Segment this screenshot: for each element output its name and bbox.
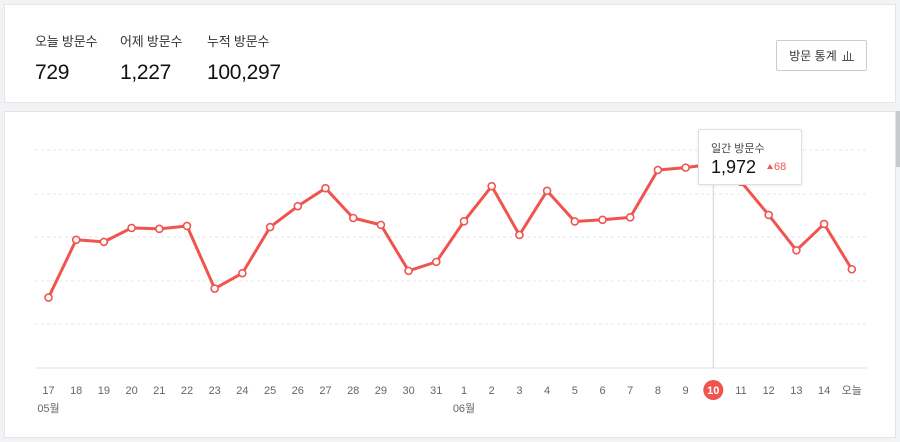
x-tick-label: 8 xyxy=(655,385,661,397)
data-point xyxy=(459,217,469,226)
tooltip-delta: 68 xyxy=(767,161,786,173)
x-tick-label: 21 xyxy=(153,385,165,397)
data-point xyxy=(376,220,386,230)
data-point xyxy=(238,268,247,278)
data-point xyxy=(321,183,330,193)
x-tick-label: 4 xyxy=(544,385,550,397)
yesterday-visits-value: 1,227 xyxy=(120,61,172,84)
data-point xyxy=(764,210,774,220)
data-point xyxy=(847,264,857,274)
data-point xyxy=(431,257,441,267)
bar-chart-icon xyxy=(841,51,854,61)
x-tick-label: 6 xyxy=(599,385,605,397)
tooltip-delta-value: 68 xyxy=(774,161,787,173)
data-point xyxy=(653,165,663,175)
data-point xyxy=(127,223,136,233)
x-tick-label: 3 xyxy=(516,385,522,397)
data-point xyxy=(792,245,801,255)
x-tick-label: 14 xyxy=(818,385,830,397)
x-tick-label: 13 xyxy=(790,385,802,397)
data-point xyxy=(487,181,497,191)
data-point xyxy=(404,266,413,276)
visit-stats-button-label: 방문 통계 xyxy=(789,49,837,63)
data-point xyxy=(570,217,580,226)
data-point xyxy=(71,235,81,245)
x-tick-label: 28 xyxy=(347,385,359,397)
data-point xyxy=(210,284,219,293)
data-point xyxy=(598,215,607,225)
data-point xyxy=(182,221,192,231)
data-point xyxy=(681,163,690,172)
x-tick-label: 11 xyxy=(735,385,746,397)
data-point xyxy=(265,222,275,232)
tooltip-value: 1,972 xyxy=(711,157,757,177)
x-tick-label: 1 xyxy=(461,385,467,397)
x-tick-label: 22 xyxy=(181,385,193,397)
x-tick-label: 9 xyxy=(683,385,689,397)
x-tick-label: 7 xyxy=(627,385,633,397)
today-visits: 오늘 방문수 729 xyxy=(35,31,97,85)
visit-stats-button[interactable]: 방문 통계 xyxy=(776,40,867,71)
data-point xyxy=(348,213,358,223)
x-tick-label: 18 xyxy=(70,385,82,397)
x-tick-label-selected: 10 xyxy=(707,385,719,397)
total-visits-label: 누적 방문수 xyxy=(207,34,270,49)
x-tick-label: 20 xyxy=(125,385,137,397)
data-point xyxy=(293,201,303,211)
daily-visits-tooltip: 일간 방문수 1,972 68 xyxy=(698,129,802,185)
x-tick-label: 오늘 xyxy=(842,384,862,397)
scrollbar-thumb[interactable] xyxy=(896,111,900,167)
x-tick-label: 29 xyxy=(375,385,387,397)
x-tick-label: 24 xyxy=(236,385,248,397)
x-tick-label: 17 xyxy=(42,385,54,397)
x-tick-label: 12 xyxy=(763,385,775,397)
x-tick-label: 30 xyxy=(402,385,414,397)
data-point xyxy=(819,219,829,229)
x-tick-label: 25 xyxy=(264,385,276,397)
yesterday-visits: 어제 방문수 1,227 xyxy=(120,31,182,85)
data-point xyxy=(44,293,53,302)
daily-visits-chart-card: 17 18 19 20 21 22 23 24 25 26 27 28 29 30 31 1 2 3 4 5 6 7 8 9 1… xyxy=(4,111,896,438)
x-tick-label: 26 xyxy=(292,385,304,397)
total-visits: 누적 방문수 100,297 xyxy=(207,31,281,85)
x-tick-label: 23 xyxy=(209,385,221,397)
today-visits-value: 729 xyxy=(35,61,70,84)
up-triangle-icon xyxy=(767,164,773,169)
yesterday-visits-label: 어제 방문수 xyxy=(120,34,183,49)
month-label: 06월 xyxy=(453,402,475,415)
data-point xyxy=(542,186,552,196)
month-label: 05월 xyxy=(37,402,59,415)
x-tick-label: 2 xyxy=(489,385,495,397)
visit-summary-card: 오늘 방문수 729 어제 방문수 1,227 누적 방문수 100,297 방… xyxy=(4,4,896,103)
x-tick-label: 19 xyxy=(98,385,110,397)
x-tick-label: 31 xyxy=(430,385,442,397)
x-tick-label: 27 xyxy=(319,385,331,397)
today-visits-label: 오늘 방문수 xyxy=(35,34,98,49)
data-point xyxy=(515,230,524,240)
tooltip-title: 일간 방문수 xyxy=(711,143,765,155)
selected-day-marker xyxy=(703,380,724,400)
data-point xyxy=(99,237,109,247)
x-tick-label: 5 xyxy=(572,385,578,397)
data-point xyxy=(155,224,164,234)
total-visits-value: 100,297 xyxy=(207,61,281,84)
data-point xyxy=(625,213,635,222)
